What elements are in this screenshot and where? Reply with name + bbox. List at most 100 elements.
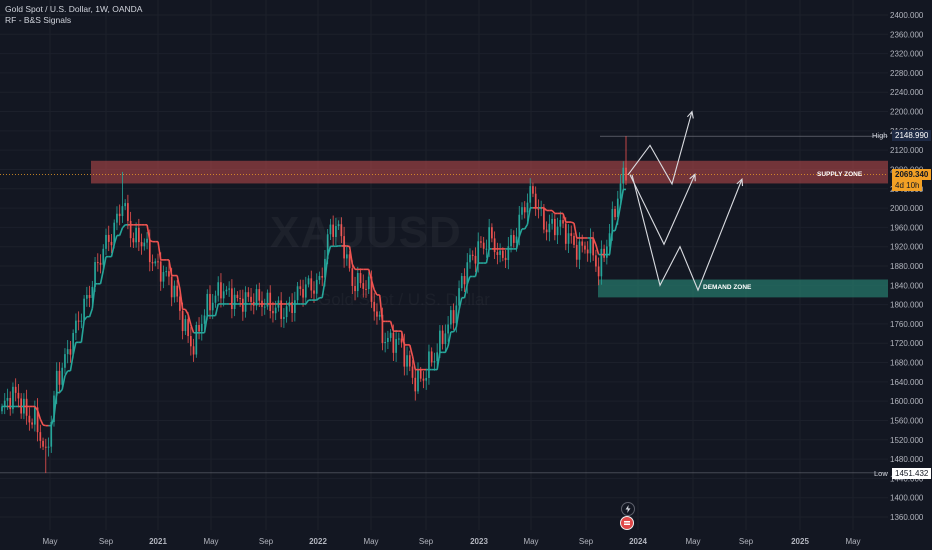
candle-body — [447, 324, 449, 334]
projection-arrowhead — [689, 173, 696, 182]
lightning-icon[interactable] — [621, 502, 635, 516]
candle-body — [291, 302, 293, 313]
candle-body — [474, 255, 477, 264]
candle-body — [244, 292, 247, 312]
candle-body — [61, 367, 64, 385]
candle-body — [85, 294, 88, 299]
price-axis[interactable]: 2400.000 2360.000 2320.000 2280.000 2240.000… — [888, 0, 932, 530]
range-filter-line — [373, 289, 378, 296]
price-tick-label: 1760.000 — [890, 320, 924, 329]
range-filter-line — [316, 297, 320, 301]
candle-body — [181, 310, 184, 332]
candle-body — [521, 207, 523, 215]
candle-body — [195, 324, 198, 355]
candle-body — [436, 352, 439, 362]
range-filter-line — [570, 221, 575, 224]
time-tick-label: May — [42, 537, 57, 546]
range-filter-line — [149, 239, 153, 243]
time-axis[interactable]: May Sep 2021 May Sep 2022 May Sep 2023 May Sep 2024… — [0, 530, 932, 550]
range-filter-line — [608, 230, 614, 255]
candle-body — [214, 295, 217, 303]
candle-body — [217, 282, 220, 296]
candle-body — [50, 421, 53, 447]
candle-body — [529, 186, 532, 203]
candle-body — [592, 237, 595, 256]
candle-body — [304, 284, 307, 298]
candle-body — [3, 400, 6, 407]
candle-body — [532, 186, 534, 194]
time-tick-label: 2023 — [470, 537, 488, 546]
range-filter-line — [34, 406, 39, 411]
range-filter-line — [436, 352, 441, 370]
projection-path — [627, 111, 693, 186]
symbol-title[interactable]: Gold Spot / U.S. Dollar, 1W, OANDA — [5, 4, 143, 14]
price-tick-label: 1800.000 — [890, 301, 924, 310]
range-filter-line — [168, 259, 173, 276]
candle-body — [430, 351, 433, 363]
candle-body — [578, 241, 581, 260]
indicator-name[interactable]: RF - B&S Signals — [5, 15, 72, 25]
time-tick-label: May — [363, 537, 378, 546]
candle-body — [102, 248, 105, 265]
time-tick-label: May — [523, 537, 538, 546]
candle-body — [406, 355, 408, 367]
price-plot-area[interactable] — [0, 0, 888, 530]
range-filter-line — [370, 279, 375, 290]
candle-body — [148, 238, 151, 263]
candle-body — [504, 257, 507, 261]
candle-body — [488, 227, 491, 249]
range-filter-line — [411, 355, 417, 370]
price-tick-label: 1360.000 — [890, 513, 924, 522]
candle-body — [381, 314, 384, 344]
candle-body — [463, 276, 466, 285]
range-filter-line — [617, 205, 622, 221]
candlestick-chart[interactable] — [0, 0, 888, 530]
candle-body — [165, 271, 168, 273]
range-filter-line — [592, 237, 597, 246]
candle-body — [318, 276, 321, 280]
candle-body — [526, 202, 529, 213]
range-filter-line — [409, 344, 414, 357]
candle-body — [143, 242, 146, 247]
range-filter-line — [543, 207, 548, 212]
time-tick-label: 2025 — [791, 537, 809, 546]
candle-body — [365, 288, 367, 290]
candle-body — [545, 229, 548, 233]
candle-body — [567, 233, 570, 244]
candle-body — [72, 332, 75, 355]
candle-body — [452, 310, 455, 324]
range-filter-line — [346, 245, 350, 248]
price-axis-ticks: 2400.000 2360.000 2320.000 2280.000 2240.000… — [890, 11, 924, 522]
candle-body — [250, 296, 252, 302]
range-filter-line — [324, 255, 329, 281]
candle-body — [392, 332, 395, 353]
projection-path — [631, 174, 743, 292]
range-filter-line — [179, 289, 184, 310]
candle-body — [285, 306, 288, 318]
range-filter-line — [190, 324, 195, 334]
candle-body — [455, 305, 458, 324]
candle-body — [616, 198, 619, 218]
range-filter-line — [118, 227, 124, 236]
candle-body — [263, 306, 266, 308]
candle-body — [389, 332, 392, 338]
time-tick-label: 2021 — [149, 537, 167, 546]
candle-body — [170, 276, 173, 298]
candle-body — [608, 233, 611, 247]
candle-body — [414, 377, 417, 392]
range-filter-line — [157, 241, 162, 260]
price-tick-label: 1520.000 — [890, 436, 924, 445]
candle-body — [211, 302, 214, 311]
price-tick-label: 2000.000 — [890, 204, 924, 213]
supply-zone-rect — [91, 160, 888, 184]
candle-body — [258, 289, 261, 301]
range-filter-line — [91, 283, 96, 309]
flag-icon[interactable] — [620, 516, 634, 530]
candle-body — [351, 268, 354, 287]
candle-body — [570, 233, 573, 236]
range-filter-line — [50, 416, 55, 426]
candle-body — [575, 244, 578, 260]
price-tick-label: 1640.000 — [890, 378, 924, 387]
candle-body — [485, 248, 488, 250]
